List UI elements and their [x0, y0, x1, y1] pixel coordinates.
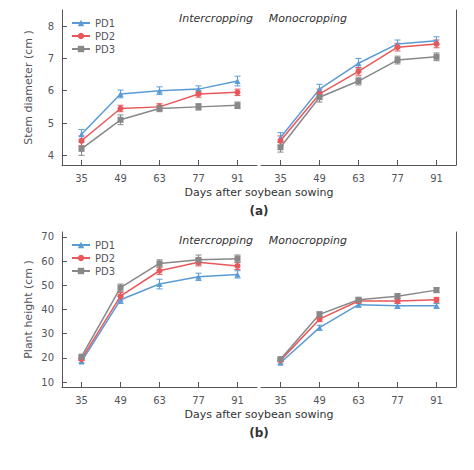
- svg-text:(b): (b): [249, 426, 269, 440]
- svg-text:Days after soybean sowing: Days after soybean sowing: [185, 186, 334, 199]
- svg-text:PD1: PD1: [95, 18, 115, 29]
- svg-text:10: 10: [41, 377, 54, 388]
- svg-text:60: 60: [41, 256, 54, 267]
- svg-text:77: 77: [391, 173, 404, 184]
- svg-text:49: 49: [114, 395, 127, 406]
- svg-text:PD1: PD1: [95, 240, 115, 251]
- svg-text:91: 91: [231, 173, 244, 184]
- svg-text:35: 35: [274, 395, 287, 406]
- svg-text:20: 20: [41, 352, 54, 363]
- svg-text:35: 35: [75, 173, 88, 184]
- svg-text:77: 77: [192, 395, 205, 406]
- svg-text:(a): (a): [249, 204, 268, 218]
- svg-text:35: 35: [75, 395, 88, 406]
- svg-text:50: 50: [41, 280, 54, 291]
- svg-text:35: 35: [274, 173, 287, 184]
- svg-text:91: 91: [430, 395, 443, 406]
- svg-text:8: 8: [48, 21, 54, 32]
- svg-text:Monocropping: Monocropping: [269, 234, 347, 247]
- svg-text:5: 5: [48, 118, 54, 129]
- svg-text:91: 91: [231, 395, 244, 406]
- svg-text:30: 30: [41, 328, 54, 339]
- svg-text:PD2: PD2: [95, 253, 115, 264]
- svg-text:Intercropping: Intercropping: [179, 234, 253, 247]
- svg-text:Monocropping: Monocropping: [269, 12, 347, 25]
- svg-text:7: 7: [48, 53, 54, 64]
- svg-text:Days after soybean sowing: Days after soybean sowing: [185, 408, 334, 421]
- svg-text:Stem diameter (cm ): Stem diameter (cm ): [22, 30, 35, 144]
- svg-text:63: 63: [352, 395, 365, 406]
- svg-text:40: 40: [41, 304, 54, 315]
- svg-text:77: 77: [192, 173, 205, 184]
- svg-text:6: 6: [48, 85, 54, 96]
- svg-text:91: 91: [430, 173, 443, 184]
- svg-text:49: 49: [313, 173, 326, 184]
- svg-text:63: 63: [352, 173, 365, 184]
- svg-text:63: 63: [153, 173, 166, 184]
- svg-text:Plant height (cm ): Plant height (cm ): [22, 260, 35, 359]
- svg-text:PD2: PD2: [95, 31, 115, 42]
- svg-text:77: 77: [391, 395, 404, 406]
- svg-text:49: 49: [313, 395, 326, 406]
- svg-text:Intercropping: Intercropping: [179, 12, 253, 25]
- svg-text:70: 70: [41, 231, 54, 242]
- svg-text:63: 63: [153, 395, 166, 406]
- svg-text:PD3: PD3: [95, 44, 115, 55]
- svg-text:49: 49: [114, 173, 127, 184]
- svg-text:4: 4: [48, 150, 54, 161]
- svg-text:PD3: PD3: [95, 266, 115, 277]
